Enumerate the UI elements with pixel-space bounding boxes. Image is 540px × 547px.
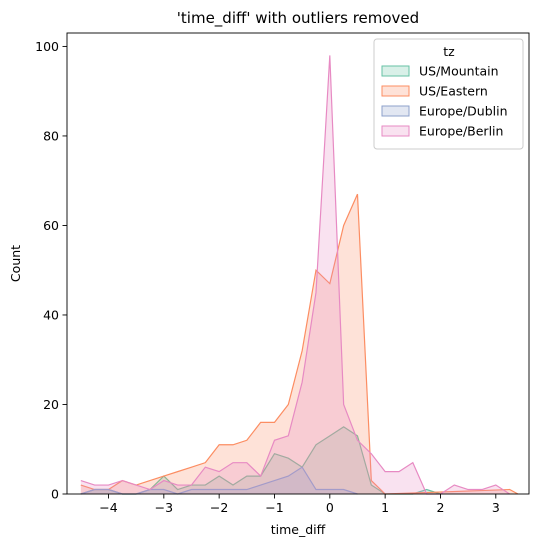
y-axis-label: Count bbox=[8, 245, 23, 282]
series-area bbox=[80, 194, 518, 494]
x-tick-label: 0 bbox=[326, 500, 334, 515]
y-tick-label: 40 bbox=[43, 307, 59, 322]
y-tick-label: 100 bbox=[35, 39, 59, 54]
legend-box bbox=[373, 38, 524, 150]
legend-swatch bbox=[381, 65, 410, 77]
x-tick-label: −4 bbox=[99, 500, 117, 515]
plot-frame bbox=[66, 32, 530, 495]
x-axis: −4 −3 −2 −1 0 1 2 3 bbox=[99, 494, 500, 515]
legend-swatch bbox=[381, 85, 410, 97]
x-tick-label: 2 bbox=[436, 500, 444, 515]
series-area bbox=[80, 426, 441, 494]
series-area bbox=[80, 467, 358, 494]
x-tick-label: −3 bbox=[155, 500, 173, 515]
legend-entry: US/Eastern bbox=[419, 84, 488, 99]
y-tick-label: 20 bbox=[43, 397, 59, 412]
y-tick-label: 60 bbox=[43, 218, 59, 233]
x-tick-label: −1 bbox=[265, 500, 283, 515]
y-tick-label: 0 bbox=[51, 487, 59, 502]
legend-entry: US/Mountain bbox=[419, 64, 499, 79]
legend-swatch bbox=[381, 125, 410, 137]
x-tick-label: −2 bbox=[210, 500, 228, 515]
y-tick-label: 80 bbox=[43, 128, 59, 143]
legend-entry: Europe/Berlin bbox=[419, 124, 503, 139]
legend: tz US/Mountain US/Eastern Europe/Dublin Eur… bbox=[373, 38, 524, 150]
legend-swatch bbox=[381, 105, 410, 117]
legend-entry: Europe/Dublin bbox=[419, 104, 508, 119]
y-axis: 0 20 40 60 80 100 bbox=[35, 39, 67, 502]
x-tick-label: 3 bbox=[492, 500, 500, 515]
x-tick-label: 1 bbox=[381, 500, 389, 515]
chart-title: 'time_diff' with outliers removed bbox=[177, 9, 419, 28]
legend-title: tz bbox=[443, 44, 455, 59]
x-axis-label: time_diff bbox=[271, 522, 326, 537]
